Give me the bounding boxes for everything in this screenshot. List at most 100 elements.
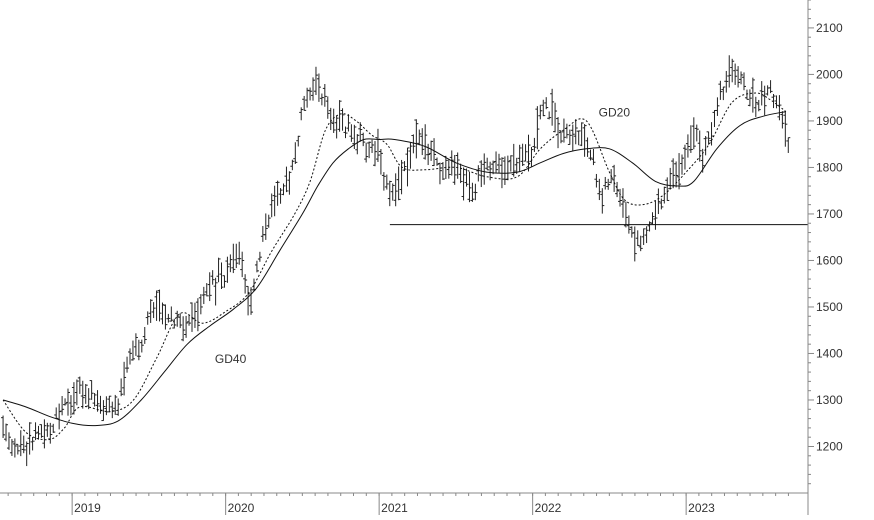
price-bar [145,311,150,325]
price-bar [520,143,525,167]
price-bar [331,108,336,133]
price-bar [133,333,138,356]
price-bar [169,306,174,322]
price-bar [299,107,304,121]
price-bar [417,129,422,146]
price-bar [632,226,637,262]
price-bar [142,326,147,344]
y-tick-label: 1500 [816,300,843,314]
price-bar [638,235,643,252]
price-bar [210,270,215,285]
price-bar [260,225,265,242]
price-bar [30,436,35,451]
price-bar [680,154,685,175]
price-bar [33,422,38,441]
price-bar [597,178,602,201]
price-bar [494,151,499,173]
price-bar [635,230,640,247]
price-bar [116,398,121,416]
price-bar [429,140,434,161]
price-bar [771,93,776,109]
price-bar [157,289,162,322]
price-bar [774,95,779,109]
price-bar [783,112,788,147]
price-bar [393,173,398,207]
price-bar [313,66,318,95]
price-bar [644,226,649,244]
price-bar [470,182,475,202]
price-bar [311,77,316,101]
price-bar [340,108,345,131]
price-bar [4,423,9,442]
price-bar [319,93,324,106]
price-bar [615,181,620,198]
price-bar [42,419,47,449]
price-bar [370,139,375,153]
price-bar [228,254,233,273]
price-bar [505,155,510,181]
price-bar [254,260,259,273]
price-bar [355,134,360,155]
axes-layer: 1200 1300 1400 1500 1600 1700 1800 1900 2000 2100… [0,0,843,515]
price-bar [269,193,274,218]
price-bar [473,183,478,201]
price-bar [325,96,330,119]
price-bar [768,80,773,94]
price-bar [408,142,413,169]
price-bar [57,403,62,430]
price-bar [384,174,389,190]
price-bar [674,161,679,188]
price-bar [195,298,200,332]
price-bar [231,243,236,274]
y-tick-label: 2100 [816,21,843,35]
y-tick-label: 1900 [816,114,843,128]
price-bar [641,228,646,245]
series-annotation: GD40 [215,352,247,366]
price-bar [381,172,386,191]
price-bar [464,168,469,187]
x-tick-label: 2020 [228,501,255,515]
price-bar [334,115,339,139]
price-bar [15,443,20,455]
y-tick-label: 1700 [816,207,843,221]
price-bar [556,117,561,149]
price-bar [237,241,242,265]
price-bar [567,129,572,145]
x-tick-label: 2021 [381,501,408,515]
price-bar [364,142,369,163]
price-bar [272,185,277,217]
annotations-layer: GD20 GD40 [215,105,630,366]
price-bar [485,157,490,171]
price-bar [358,122,363,142]
price-bar [573,119,578,145]
price-bar [399,159,404,195]
price-bar [435,157,440,166]
price-bar [762,85,767,116]
y-tick-label: 1400 [816,346,843,360]
price-bar [101,400,106,422]
price-bar [246,285,251,316]
price-bar [128,348,133,365]
price-bar [724,70,729,93]
price-bar [736,66,741,88]
price-bar [107,395,112,413]
x-tick-label: 2022 [535,501,562,515]
price-bar [709,122,714,146]
y-tick-label: 1800 [816,160,843,174]
price-bar [296,135,301,147]
price-bar [257,251,262,262]
price-bar [461,167,466,201]
price-bar [92,393,97,407]
price-bar [647,221,652,232]
price-bar [558,130,563,144]
price-bar [51,423,56,433]
price-bar [423,124,428,160]
price-bar [585,137,590,157]
price-bar [18,430,23,457]
price-bar [703,136,708,156]
price-bar [263,213,268,240]
x-tick-label: 2023 [688,501,715,515]
price-bar [74,379,79,406]
price-bar [582,124,587,157]
price-bar [21,435,26,454]
